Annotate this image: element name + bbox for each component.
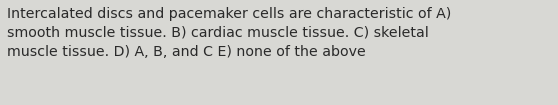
Text: Intercalated discs and pacemaker cells are characteristic of A)
smooth muscle ti: Intercalated discs and pacemaker cells a… — [7, 7, 451, 59]
